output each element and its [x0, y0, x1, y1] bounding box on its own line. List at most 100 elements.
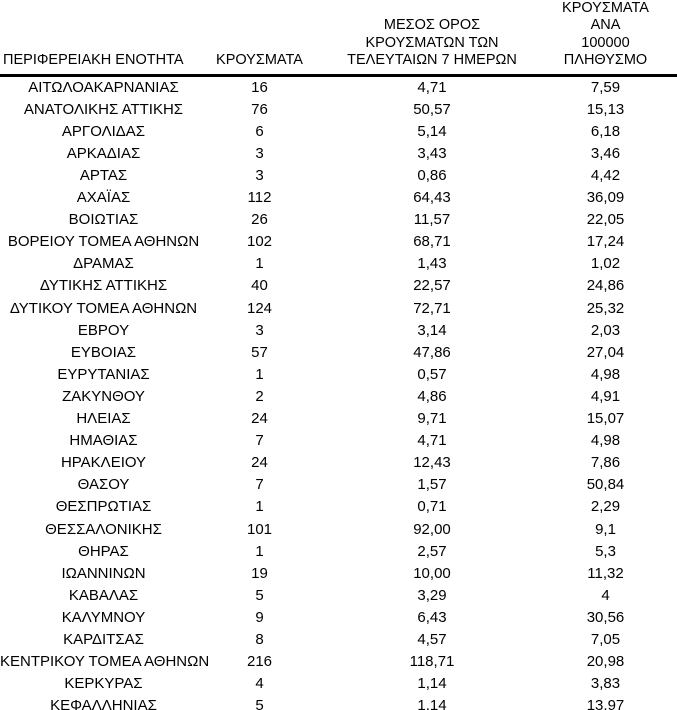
table-row: ΑΡΓΟΛΙΔΑΣ 6 5,14 6,18 [0, 121, 677, 143]
cell-avg-7-days: 6,43 [417, 608, 447, 626]
cell-per-100000: 11,32 [587, 564, 624, 582]
cell-cases: 9 [255, 608, 264, 626]
cell-region: ΘΗΡΑΣ [78, 542, 129, 560]
cell-cases: 4 [255, 675, 264, 693]
table-row: ΔΡΑΜΑΣ 1 1,43 1,02 [0, 253, 677, 275]
table-row: ΔΥΤΙΚΗΣ ΑΤΤΙΚΗΣ 40 22,57 24,86 [0, 275, 677, 297]
table-row: ΒΟΡΕΙΟΥ ΤΟΜΕΑ ΑΘΗΝΩΝ 102 68,71 17,24 [0, 231, 677, 253]
cell-avg-7-days: 72,71 [413, 299, 451, 317]
column-header-avg-7-days: ΜΕΣΟΣ ΟΡΟΣ ΚΡΟΥΣΜΑΤΩΝ ΤΩΝ ΤΕΛΕΥΤΑΙΩΝ 7 Η… [312, 0, 552, 77]
cell-cases: 2 [255, 387, 264, 405]
cell-per-100000: 1,02 [590, 255, 621, 273]
cell-cases: 7 [255, 432, 264, 450]
cell-cases: 216 [246, 653, 273, 671]
cell-region: ΑΡΚΑΔΙΑΣ [66, 144, 141, 162]
cell-avg-7-days: 64,43 [413, 189, 451, 207]
cell-per-100000: 4,42 [590, 167, 621, 184]
cell-per-100000: 20,98 [586, 653, 625, 671]
cell-avg-7-days: 0,57 [417, 365, 447, 383]
column-header-region: ΠΕΡΙΦΕΡΕΙΑΚΗ ΕΝΟΤΗΤΑ [0, 0, 207, 77]
cell-avg-7-days: 0,71 [417, 498, 447, 516]
table-header: ΠΕΡΙΦΕΡΕΙΑΚΗ ΕΝΟΤΗΤΑ ΚΡΟΥΣΜΑΤΑ ΜΕΣΟΣ ΟΡΟ… [0, 0, 677, 77]
cell-avg-7-days: 4,86 [417, 387, 447, 405]
cell-per-100000: 3,46 [590, 144, 621, 162]
table-row: ΑΝΑΤΟΛΙΚΗΣ ΑΤΤΙΚΗΣ 76 50,57 15,13 [0, 99, 677, 121]
cell-cases: 76 [251, 100, 268, 118]
cell-per-100000: 7,59 [590, 78, 621, 96]
table-row: ΗΛΕΙΑΣ 24 9,71 15,07 [0, 408, 677, 430]
table-row: ΖΑΚΥΝΘΟΥ 2 4,86 4,91 [0, 386, 677, 408]
cell-region: ΚΑΛΥΜΝΟΥ [61, 608, 146, 626]
cell-avg-7-days: 2,57 [417, 542, 447, 560]
cell-region: ΗΡΑΚΛΕΙΟΥ [60, 454, 147, 472]
cell-avg-7-days: 5,14 [417, 122, 447, 140]
cell-region: ΕΥΒΟΙΑΣ [70, 343, 137, 361]
cell-avg-7-days: 1,57 [417, 476, 447, 494]
cell-avg-7-days: 12,43 [413, 454, 451, 472]
table-row: ΔΥΤΙΚΟΥ ΤΟΜΕΑ ΑΘΗΝΩΝ 124 72,71 25,32 [0, 298, 677, 320]
cell-per-100000: 30,56 [586, 608, 625, 626]
cell-region: ΖΑΚΥΝΘΟΥ [62, 387, 145, 405]
cell-per-100000: 3,83 [590, 675, 621, 693]
cell-region: ΚΕΦΑΛΛΗΝΙΑΣ [50, 697, 157, 710]
table-row: ΕΒΡΟΥ 3 3,14 2,03 [0, 320, 677, 342]
cell-region: ΘΕΣΠΡΩΤΙΑΣ [55, 498, 152, 516]
table-header-row: ΠΕΡΙΦΕΡΕΙΑΚΗ ΕΝΟΤΗΤΑ ΚΡΟΥΣΜΑΤΑ ΜΕΣΟΣ ΟΡΟ… [0, 0, 677, 77]
cell-cases: 5 [255, 697, 264, 710]
cell-region: ΑΙΤΩΛΟΑΚΑΡΝΑΝΙΑΣ [28, 78, 179, 96]
cell-avg-7-days: 1,14 [417, 675, 447, 693]
cell-cases: 3 [255, 321, 264, 339]
table-row: ΕΥΡΥΤΑΝΙΑΣ 1 0,57 4,98 [0, 364, 677, 386]
cell-per-100000: 7,05 [590, 630, 621, 648]
cell-cases: 6 [255, 122, 264, 140]
table-row: ΚΑΡΔΙΤΣΑΣ 8 4,57 7,05 [0, 629, 677, 651]
cell-per-100000: 13,97 [586, 697, 625, 710]
table-row: ΑΡΤΑΣ 3 0,86 4,42 [0, 165, 677, 187]
cell-cases: 7 [255, 476, 264, 494]
cell-region: ΑΡΤΑΣ [79, 167, 128, 184]
cell-avg-7-days: 47,86 [413, 343, 451, 361]
cell-cases: 3 [255, 167, 264, 184]
cell-per-100000: 27,04 [586, 343, 625, 361]
cell-per-100000: 50,84 [586, 476, 625, 494]
cell-avg-7-days: 10,00 [413, 564, 451, 582]
cell-region: ΘΑΣΟΥ [77, 476, 130, 494]
cell-region: ΗΜΑΘΙΑΣ [69, 432, 138, 450]
cell-cases: 112 [247, 189, 272, 207]
table-row: ΚΑΒΑΛΑΣ 5 3,29 4 [0, 585, 677, 607]
cell-per-100000: 17,24 [586, 233, 625, 251]
table-row: ΗΜΑΘΙΑΣ 7 4,71 4,98 [0, 430, 677, 452]
cell-cases: 8 [255, 630, 264, 648]
table-row: ΒΟΙΩΤΙΑΣ 26 11,57 22,05 [0, 209, 677, 231]
cell-region: ΕΥΡΥΤΑΝΙΑΣ [57, 365, 150, 383]
cell-per-100000: 24,86 [586, 277, 625, 295]
cell-cases: 102 [246, 233, 273, 251]
cell-per-100000: 5,3 [595, 542, 616, 560]
cell-cases: 24 [251, 410, 268, 428]
cell-cases: 1 [255, 365, 264, 383]
table-row: ΚΑΛΥΜΝΟΥ 9 6,43 30,56 [0, 607, 677, 629]
cell-cases: 1 [255, 542, 264, 560]
cell-per-100000: 6,18 [590, 122, 621, 140]
cell-avg-7-days: 3,29 [417, 586, 447, 604]
cell-region: ΚΕΡΚΥΡΑΣ [64, 675, 143, 693]
cell-region: ΔΥΤΙΚΗΣ ΑΤΤΙΚΗΣ [39, 277, 168, 295]
cell-avg-7-days: 92,00 [413, 520, 451, 538]
cell-region: ΒΟΙΩΤΙΑΣ [68, 211, 139, 229]
column-header-per-100000: ΚΡΟΥΣΜΑΤΑ ΑΝΑ 100000 ΠΛΗΘΥΣΜΟ [552, 0, 677, 77]
cell-per-100000: 15,13 [586, 100, 625, 118]
table-row: ΘΗΡΑΣ 1 2,57 5,3 [0, 541, 677, 563]
cell-region: ΚΕΝΤΡΙΚΟΥ ΤΟΜΕΑ ΑΘΗΝΩΝ [0, 653, 210, 671]
cell-avg-7-days: 22,57 [413, 277, 451, 295]
table-row: ΚΕΦΑΛΛΗΝΙΑΣ 5 1,14 13,97 [0, 695, 677, 710]
table-row: ΚΕΝΤΡΙΚΟΥ ΤΟΜΕΑ ΑΘΗΝΩΝ 216 118,71 20,98 [0, 651, 677, 673]
cell-cases: 19 [251, 564, 268, 582]
table-row: ΑΙΤΩΛΟΑΚΑΡΝΑΝΙΑΣ 16 4,71 7,59 [0, 77, 677, 99]
cell-region: ΔΥΤΙΚΟΥ ΤΟΜΕΑ ΑΘΗΝΩΝ [9, 299, 198, 317]
cell-cases: 40 [251, 277, 268, 295]
cell-per-100000: 2,03 [590, 321, 621, 339]
cell-cases: 124 [246, 299, 273, 317]
cell-per-100000: 22,05 [586, 211, 625, 229]
table-row: ΚΕΡΚΥΡΑΣ 4 1,14 3,83 [0, 673, 677, 695]
